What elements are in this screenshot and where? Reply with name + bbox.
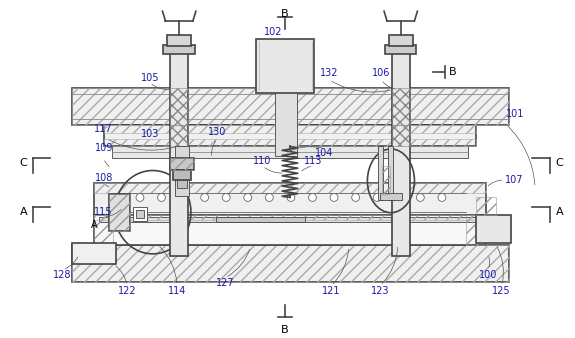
Circle shape: [201, 194, 209, 201]
Text: 105: 105: [140, 73, 159, 83]
Circle shape: [309, 194, 316, 201]
Circle shape: [330, 194, 338, 201]
Bar: [104, 139, 476, 146]
Text: 113: 113: [304, 156, 323, 166]
Bar: [275, 88, 297, 156]
Bar: [380, 193, 402, 200]
Text: A: A: [90, 220, 97, 230]
Text: 101: 101: [505, 109, 524, 119]
Bar: [94, 215, 486, 220]
Bar: [104, 125, 476, 146]
Bar: [382, 166, 390, 194]
Bar: [256, 39, 315, 93]
Bar: [163, 45, 195, 54]
Bar: [167, 35, 191, 47]
Bar: [216, 217, 305, 222]
Bar: [104, 125, 476, 133]
Bar: [392, 50, 409, 256]
Text: 127: 127: [216, 278, 235, 288]
Circle shape: [373, 194, 381, 201]
Bar: [175, 146, 189, 195]
Bar: [99, 217, 481, 222]
Bar: [170, 158, 194, 170]
Bar: [136, 210, 144, 218]
Text: 130: 130: [208, 127, 227, 137]
Bar: [170, 50, 188, 256]
Text: 123: 123: [371, 286, 389, 296]
Text: B: B: [448, 67, 457, 77]
Text: 128: 128: [53, 270, 72, 280]
Text: 121: 121: [322, 286, 340, 296]
Circle shape: [266, 194, 273, 201]
Circle shape: [416, 194, 424, 201]
Bar: [476, 215, 511, 243]
Text: 100: 100: [479, 270, 497, 280]
Text: 114: 114: [168, 286, 186, 296]
Text: 104: 104: [315, 148, 334, 159]
Circle shape: [438, 194, 446, 201]
Bar: [173, 170, 191, 180]
Circle shape: [352, 194, 359, 201]
Bar: [94, 183, 486, 215]
Text: A: A: [20, 207, 27, 217]
Circle shape: [136, 194, 144, 201]
Text: 132: 132: [320, 68, 339, 78]
Bar: [133, 207, 147, 221]
Text: 106: 106: [372, 68, 390, 78]
Text: 108: 108: [94, 173, 113, 183]
Bar: [109, 194, 130, 231]
Bar: [112, 146, 469, 158]
Bar: [72, 244, 508, 282]
Bar: [388, 146, 393, 200]
Circle shape: [158, 194, 166, 201]
Bar: [170, 125, 188, 146]
Bar: [392, 88, 409, 125]
Circle shape: [179, 194, 187, 201]
Circle shape: [223, 194, 230, 201]
Bar: [476, 197, 496, 215]
Bar: [94, 215, 113, 244]
Text: 115: 115: [94, 207, 113, 217]
Bar: [170, 88, 188, 125]
Bar: [170, 158, 194, 170]
Text: 122: 122: [118, 286, 136, 296]
Bar: [72, 88, 508, 125]
Text: 110: 110: [254, 156, 271, 166]
Bar: [466, 215, 486, 244]
Text: B: B: [281, 9, 289, 19]
Bar: [109, 194, 130, 231]
Text: 102: 102: [264, 27, 282, 37]
Bar: [72, 88, 508, 125]
Circle shape: [287, 194, 295, 201]
Bar: [94, 183, 486, 193]
Bar: [94, 215, 486, 244]
Circle shape: [395, 194, 402, 201]
Text: 103: 103: [140, 129, 159, 139]
Bar: [177, 180, 187, 188]
Text: A: A: [555, 207, 563, 217]
Text: C: C: [555, 158, 563, 168]
Text: B: B: [281, 325, 289, 335]
Bar: [72, 244, 508, 282]
Bar: [385, 45, 416, 54]
Text: 125: 125: [492, 286, 511, 296]
Bar: [72, 243, 116, 264]
Text: C: C: [20, 158, 27, 168]
Circle shape: [114, 194, 122, 201]
Circle shape: [244, 194, 252, 201]
Bar: [392, 125, 409, 146]
Text: 107: 107: [505, 175, 523, 185]
Bar: [389, 35, 412, 47]
Text: 109: 109: [94, 143, 113, 153]
Text: 117: 117: [94, 124, 113, 134]
Bar: [378, 146, 383, 200]
